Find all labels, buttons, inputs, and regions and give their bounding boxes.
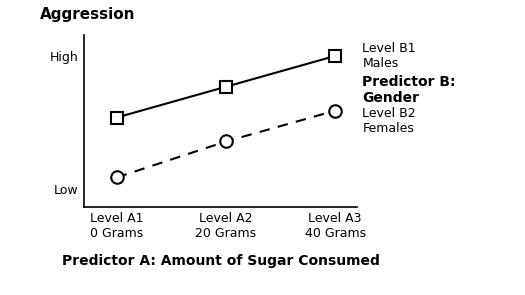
X-axis label: Predictor A: Amount of Sugar Consumed: Predictor A: Amount of Sugar Consumed xyxy=(61,254,380,268)
Text: Predictor B:
Gender: Predictor B: Gender xyxy=(362,75,456,105)
Text: Aggression: Aggression xyxy=(40,7,136,22)
Text: Level B2
Females: Level B2 Females xyxy=(362,107,416,135)
Text: Level B1
Males: Level B1 Males xyxy=(362,42,416,70)
